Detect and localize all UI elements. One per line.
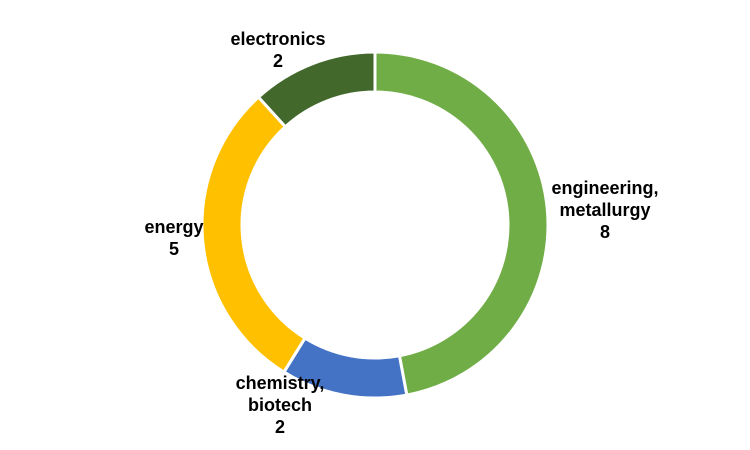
data-label: engineering, metallurgy 8: [540, 177, 670, 243]
data-label: chemistry, biotech 2: [225, 372, 335, 438]
value-label: 5: [168, 239, 179, 259]
data-label: energy 5: [124, 216, 224, 260]
category-label: energy: [144, 217, 204, 237]
value-label: 8: [599, 222, 610, 242]
category-label: engineering, metallurgy: [551, 178, 659, 220]
category-label: chemistry, biotech: [235, 373, 325, 415]
donut-segment: [373, 50, 550, 397]
value-label: 2: [274, 417, 285, 437]
data-label: electronics 2: [213, 28, 343, 72]
value-label: 2: [272, 51, 283, 71]
donut-segment: [256, 50, 377, 129]
category-label: electronics: [230, 29, 326, 49]
